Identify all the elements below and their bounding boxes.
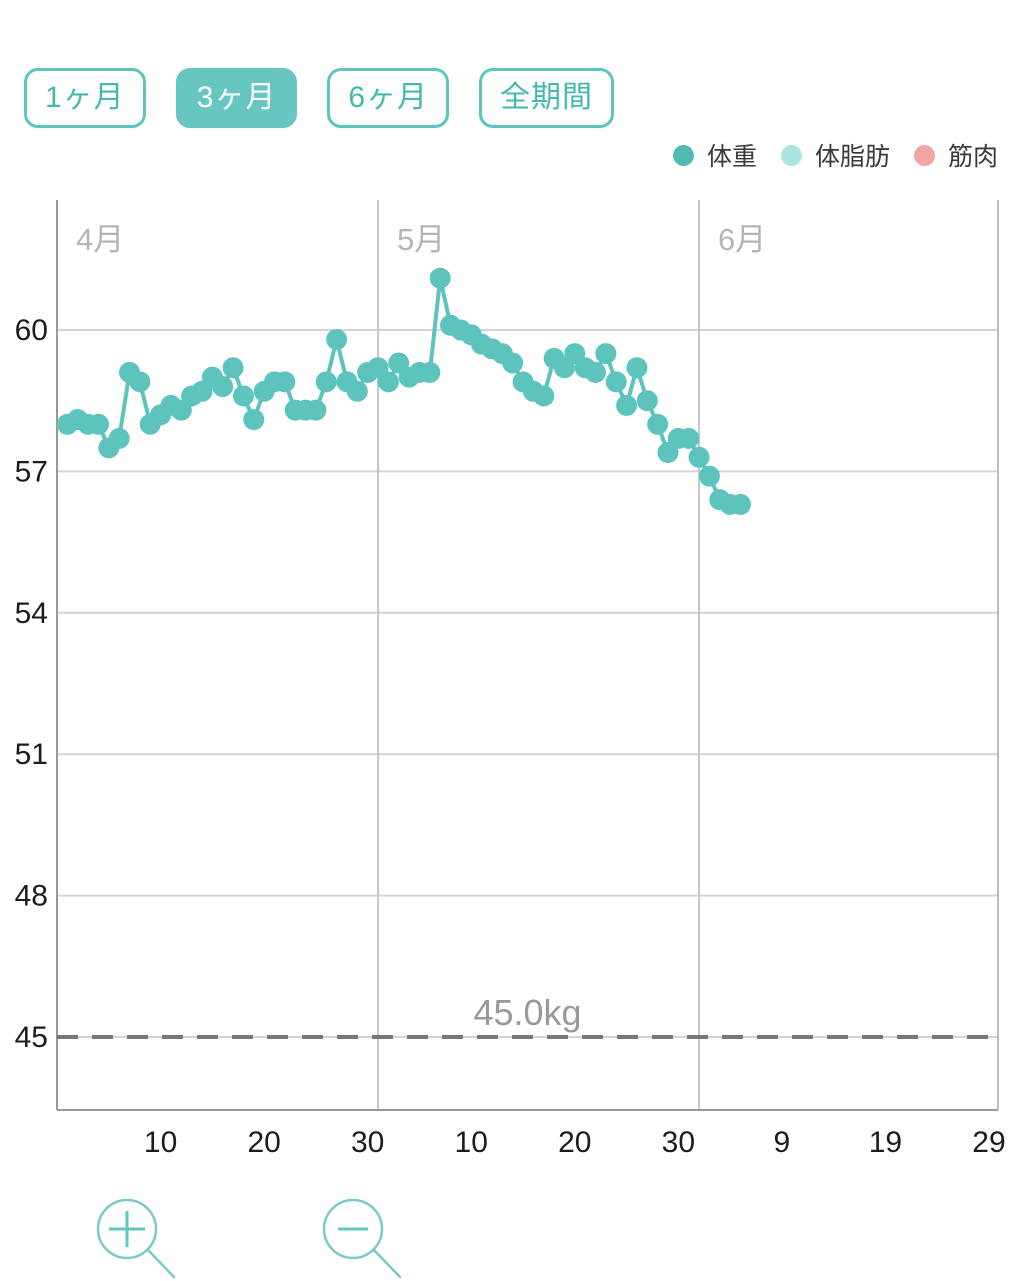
weight-data-point[interactable]: [678, 427, 700, 449]
weight-data-point[interactable]: [108, 427, 130, 449]
weight-data-point[interactable]: [212, 376, 234, 398]
weight-data-point[interactable]: [585, 361, 607, 383]
legend-label: 体重: [706, 143, 757, 171]
weight-data-point[interactable]: [232, 385, 254, 407]
x-axis-tick-label: 29: [972, 1126, 1005, 1159]
weight-data-point[interactable]: [616, 394, 638, 416]
weight-data-point[interactable]: [502, 352, 524, 374]
weight-data-point[interactable]: [605, 371, 627, 393]
period-button-all[interactable]: 全期間: [479, 68, 615, 128]
y-axis-tick-label: 51: [15, 738, 48, 771]
muscle-series-dot-icon: [913, 144, 935, 166]
weight-series-dot-icon: [672, 144, 694, 166]
x-axis-tick-label: 10: [144, 1126, 177, 1159]
period-button-6month[interactable]: 6ヶ月: [327, 68, 450, 128]
month-label: 6月: [718, 222, 766, 257]
weight-data-point[interactable]: [636, 390, 658, 412]
chart-legend: 体重 体脂肪 筋肉: [672, 137, 998, 173]
weight-data-point[interactable]: [315, 371, 337, 393]
y-axis-tick-label: 57: [15, 455, 48, 488]
weight-data-point[interactable]: [222, 357, 244, 379]
month-label: 4月: [76, 222, 124, 257]
zoom-in-button[interactable]: [69, 1185, 189, 1281]
zoom-out-button[interactable]: [295, 1185, 415, 1281]
x-axis-tick-label: 10: [455, 1126, 488, 1159]
weight-data-point[interactable]: [419, 361, 441, 383]
weight-data-point[interactable]: [243, 409, 265, 431]
legend-item-weight[interactable]: 体重: [672, 137, 757, 173]
weight-data-point[interactable]: [647, 413, 669, 435]
weight-data-point[interactable]: [729, 493, 751, 515]
x-axis-tick-label: 9: [774, 1126, 791, 1159]
x-axis-tick-label: 20: [558, 1126, 591, 1159]
weight-data-point[interactable]: [129, 371, 151, 393]
weight-data-point[interactable]: [626, 357, 648, 379]
weight-data-point[interactable]: [305, 399, 327, 421]
legend-label: 筋肉: [947, 143, 998, 171]
magnifier-minus-icon: [322, 1198, 402, 1279]
x-axis-tick-label: 19: [869, 1126, 902, 1159]
weight-data-point[interactable]: [377, 371, 399, 393]
weight-data-point[interactable]: [274, 371, 296, 393]
magnifier-plus-icon: [96, 1198, 176, 1279]
goal-value-label: 45.0kg: [473, 992, 581, 1033]
legend-item-muscle[interactable]: 筋肉: [913, 137, 998, 173]
month-label: 5月: [397, 222, 445, 257]
y-axis-tick-label: 60: [15, 314, 48, 347]
bodyfat-series-dot-icon: [780, 144, 802, 166]
period-selector: 1ヶ月 3ヶ月 6ヶ月 全期間: [24, 68, 615, 128]
legend-label: 体脂肪: [814, 143, 890, 171]
weight-data-point[interactable]: [595, 343, 617, 365]
y-axis-tick-label: 48: [15, 880, 48, 913]
legend-item-bodyfat[interactable]: 体脂肪: [780, 137, 890, 173]
weight-data-point[interactable]: [429, 267, 451, 289]
period-button-3month[interactable]: 3ヶ月: [175, 68, 298, 128]
y-axis-tick-label: 45: [15, 1021, 48, 1054]
x-axis-tick-label: 20: [247, 1126, 280, 1159]
weight-data-point[interactable]: [688, 446, 710, 468]
weight-data-point[interactable]: [326, 328, 348, 350]
weight-data-point[interactable]: [87, 413, 109, 435]
x-axis-tick-label: 30: [662, 1126, 695, 1159]
x-axis-tick-label: 30: [351, 1126, 384, 1159]
weight-data-point[interactable]: [533, 385, 555, 407]
weight-data-point[interactable]: [698, 465, 720, 487]
period-button-1month[interactable]: 1ヶ月: [24, 68, 146, 128]
y-axis-tick-label: 54: [15, 597, 48, 630]
weight-data-point[interactable]: [346, 380, 368, 402]
